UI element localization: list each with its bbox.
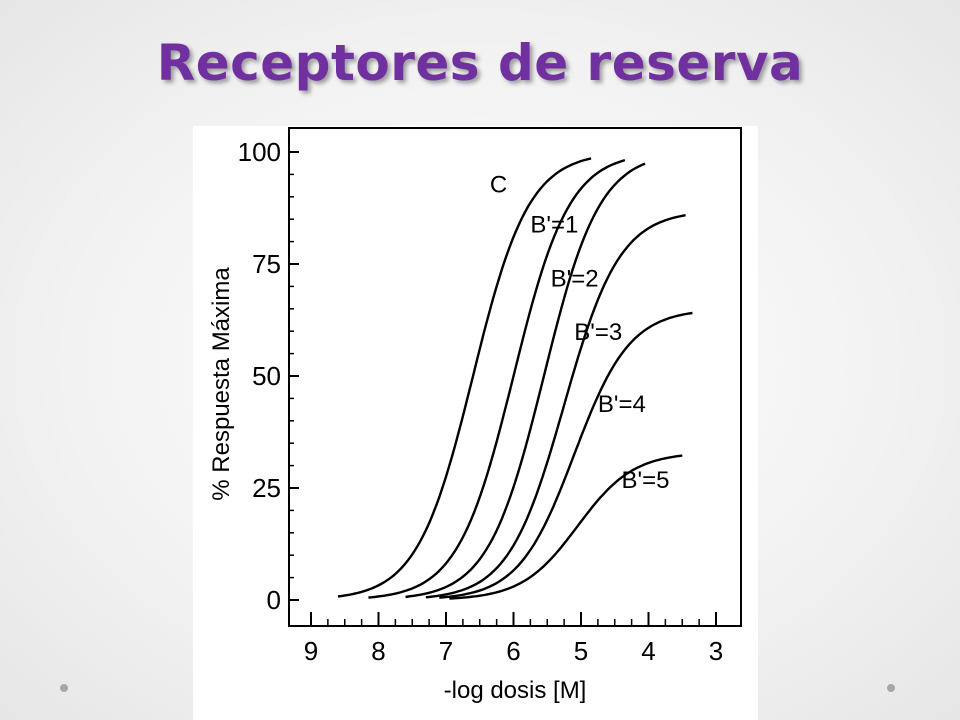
curve-label: C xyxy=(490,171,507,198)
x-tick-label: 3 xyxy=(709,636,723,666)
x-tick-label: 9 xyxy=(304,636,318,666)
slide-bullet-left xyxy=(60,684,68,692)
y-axis-label: % Respuesta Máxima xyxy=(208,267,235,501)
x-tick-label: 5 xyxy=(574,636,588,666)
chart-panel: 0 25 50 75 100 9 8 7 6 5 4 3 -log dosis [M] % Respues… xyxy=(193,126,758,720)
x-tick-label: 6 xyxy=(506,636,520,666)
curve-b2 xyxy=(405,162,646,599)
x-tick-label: 7 xyxy=(439,636,453,666)
y-tick-label: 25 xyxy=(252,473,281,503)
curve-b1 xyxy=(368,158,626,599)
x-tick-label: 4 xyxy=(641,636,655,666)
curve-label: B'=1 xyxy=(530,212,578,239)
curve-label: B'=5 xyxy=(622,467,670,494)
slide-bullet-right xyxy=(887,684,895,692)
y-tick-label: 0 xyxy=(267,585,281,615)
curve-label: B'=2 xyxy=(551,265,599,292)
x-tick-label: 8 xyxy=(371,636,385,666)
curve-c xyxy=(337,157,592,598)
curve-label: B'=4 xyxy=(598,391,646,418)
curve-label: B'=3 xyxy=(574,319,622,346)
y-tick-label: 50 xyxy=(252,361,281,391)
dose-response-chart: 0 25 50 75 100 9 8 7 6 5 4 3 -log dosis [M] % Respues… xyxy=(208,127,742,704)
y-tick-label: 100 xyxy=(238,137,281,167)
slide-title: Receptores de reserva xyxy=(156,34,804,92)
curve-b5 xyxy=(449,454,683,600)
plot-frame xyxy=(288,127,742,627)
x-axis-label: -log dosis [M] xyxy=(444,677,587,704)
curve-b4 xyxy=(439,311,693,599)
y-tick-label: 75 xyxy=(252,249,281,279)
curve-b3 xyxy=(425,214,686,599)
